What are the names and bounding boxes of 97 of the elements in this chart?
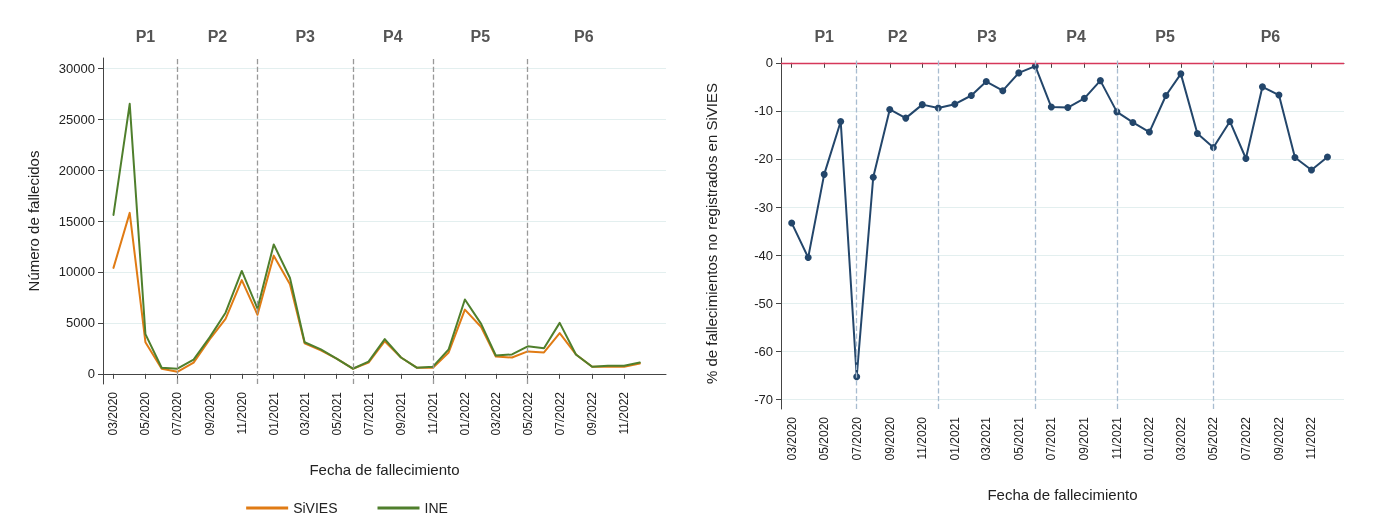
point: [1177, 70, 1185, 78]
y-tick-label: 30000: [58, 60, 95, 76]
x-tick-label: 09/2021: [1077, 416, 1092, 461]
point: [1307, 166, 1315, 174]
y-tick-label: -40: [754, 247, 773, 263]
point: [1145, 128, 1153, 136]
point: [1015, 69, 1023, 77]
x-tick-label: 11/2021: [1109, 416, 1124, 460]
x-tick-label: 03/2021: [297, 391, 312, 436]
x-tick-label: 03/2020: [106, 391, 121, 436]
text: P6: [1260, 27, 1281, 45]
x-tick-label: 09/2022: [585, 391, 600, 436]
y-tick-label: -70: [754, 391, 773, 407]
x-tick-label: 11/2022: [1304, 416, 1319, 460]
x-tick-label: 05/2020: [817, 416, 832, 461]
text: P2: [207, 27, 228, 45]
y-tick-label: 5000: [66, 315, 95, 331]
y-tick-label: -20: [754, 151, 773, 167]
point: [820, 170, 828, 178]
legend-label: INE: [424, 500, 448, 516]
point: [886, 105, 894, 113]
x-tick-label: 11/2020: [234, 391, 249, 435]
y-tick-label: -50: [754, 295, 773, 311]
text: P4: [1066, 27, 1086, 45]
y-tick-label: 15000: [58, 213, 95, 229]
x-tick-label: 07/2021: [361, 391, 376, 436]
text: P5: [470, 27, 491, 45]
y-tick-label: 25000: [58, 111, 95, 127]
point: [837, 117, 845, 125]
point: [1080, 94, 1088, 102]
text: P4: [383, 27, 403, 45]
point: [967, 92, 975, 99]
y-tick-label: -60: [754, 343, 773, 359]
point: [918, 101, 926, 109]
point: [869, 173, 877, 181]
x-tick-label: 05/2022: [520, 391, 535, 436]
point: [951, 100, 959, 108]
point: [1258, 83, 1266, 91]
line-series: [112, 211, 641, 373]
x-axis-title: Fecha de fallecimiento: [987, 486, 1138, 503]
x-tick-label: 05/2021: [1011, 416, 1026, 461]
text: P2: [887, 27, 908, 45]
x-tick-label: 01/2022: [457, 391, 472, 436]
text: P6: [573, 27, 594, 45]
point: [1162, 92, 1170, 99]
point: [804, 254, 812, 262]
point: [1323, 153, 1331, 161]
point: [788, 219, 796, 227]
x-tick-label: 05/2021: [329, 391, 344, 436]
point: [1291, 154, 1299, 162]
x-tick-label: 07/2022: [1238, 416, 1253, 461]
y-axis-title: Número de fallecidos: [25, 150, 42, 292]
text: P1: [135, 27, 156, 45]
point: [1096, 77, 1104, 85]
text: P3: [977, 27, 997, 45]
x-axis-title: Fecha de fallecimiento: [309, 461, 460, 478]
x-tick-label: 09/2020: [882, 416, 897, 461]
text: P3: [295, 27, 316, 45]
line-series: [112, 102, 641, 370]
y-tick-label: 20000: [58, 162, 95, 178]
x-tick-label: 03/2020: [784, 416, 799, 461]
x-tick-label: 07/2020: [849, 416, 864, 461]
x-tick-label: 09/2022: [1271, 416, 1286, 461]
x-tick-label: 05/2020: [138, 391, 153, 436]
y-tick-label: -30: [754, 199, 773, 215]
point: [999, 87, 1007, 95]
point: [1193, 129, 1201, 137]
y-tick-label: 10000: [58, 264, 95, 280]
y-tick-label: 0: [765, 55, 773, 71]
y-tick-label: -10: [754, 103, 773, 119]
text: P5: [1155, 27, 1176, 45]
x-tick-label: 11/2022: [617, 391, 632, 435]
y-tick-label: 0: [87, 366, 95, 382]
x-tick-label: 07/2021: [1044, 416, 1059, 461]
x-tick-label: 01/2021: [266, 391, 281, 436]
x-tick-label: 11/2021: [425, 391, 440, 435]
x-tick-label: 11/2020: [915, 416, 930, 460]
x-tick-label: 05/2022: [1206, 416, 1221, 461]
x-tick-label: 09/2020: [202, 391, 217, 436]
legend-label: SiVIES: [293, 500, 338, 516]
x-tick-label: 03/2022: [488, 391, 503, 436]
point: [982, 78, 990, 86]
y-axis-title: % de fallecimientos no registrados en SiVIES: [703, 83, 720, 384]
point: [1129, 118, 1137, 126]
x-tick-label: 09/2021: [394, 391, 408, 436]
x-tick-label: 03/2022: [1173, 416, 1188, 461]
x-tick-label: 03/2021: [979, 416, 994, 461]
point: [1226, 117, 1234, 125]
point: [1242, 154, 1250, 162]
point: [902, 114, 910, 122]
x-tick-label: 07/2022: [552, 391, 567, 436]
x-tick-label: 07/2020: [170, 391, 185, 436]
x-tick-label: 01/2021: [947, 416, 962, 461]
point: [1047, 103, 1055, 111]
x-tick-label: 01/2022: [1142, 416, 1157, 461]
text: P1: [814, 27, 835, 45]
point: [1064, 104, 1072, 112]
